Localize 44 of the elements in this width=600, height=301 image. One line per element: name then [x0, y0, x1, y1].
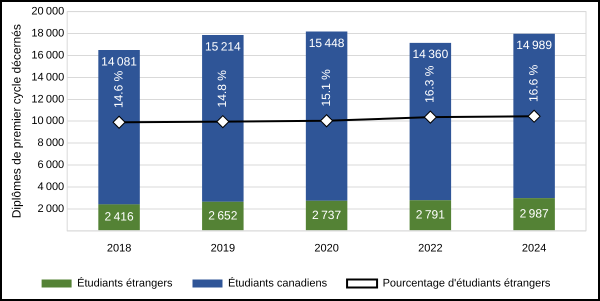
bar	[410, 42, 452, 200]
legend-label: Étudiants étrangers	[77, 276, 173, 290]
data-label: 2 416	[104, 210, 134, 224]
x-tick-label: 2019	[210, 242, 236, 254]
data-label: 16.3 %	[422, 65, 437, 103]
bar	[202, 202, 244, 230]
data-label: 2 737	[312, 208, 342, 222]
bar	[202, 34, 244, 202]
y-tick-label: 18 000	[31, 28, 64, 40]
data-label: 15 448	[308, 36, 345, 50]
data-label: 14 360	[412, 47, 449, 62]
x-tick-label: 2022	[418, 242, 443, 254]
data-label: 16.6 %	[526, 64, 540, 102]
x-tick-label: 2020	[314, 242, 339, 254]
bar	[98, 204, 140, 230]
y-tick-label: 14 000	[31, 71, 64, 84]
data-label: 15.1 %	[318, 68, 333, 107]
y-tick-label: 10 000	[31, 115, 64, 128]
bar	[98, 50, 140, 204]
y-tick-label: 20 000	[31, 6, 64, 18]
y-tick-label: 4 000	[38, 180, 64, 193]
data-label: 2 652	[208, 208, 238, 222]
data-label: 2 987	[520, 206, 549, 220]
data-label: 15 214	[204, 39, 242, 54]
data-label: 14 989	[516, 38, 552, 52]
data-label: 14 081	[101, 54, 138, 68]
y-tick-label: 6 000	[38, 159, 64, 172]
x-tick-label: 2024	[522, 242, 546, 254]
y-tick-label: 16 000	[31, 49, 64, 62]
legend-label: Pourcentage d'étudiants étrangers	[382, 278, 551, 290]
x-tick-label: 2018	[106, 242, 132, 254]
data-label: 14.8 %	[215, 70, 230, 108]
y-axis-title: Diplômes de premier cycle décernés	[10, 24, 24, 218]
bar	[306, 200, 348, 230]
y-tick-label: 8 000	[38, 137, 64, 150]
bar	[306, 31, 348, 201]
y-tick-label: 12 000	[31, 93, 64, 106]
data-label: 14.6 %	[111, 70, 126, 108]
data-label: 2 791	[416, 208, 446, 222]
y-tick-label: 2 000	[38, 202, 64, 215]
bar	[513, 34, 555, 198]
bar	[410, 200, 452, 230]
bar	[513, 198, 555, 230]
legend-label: Étudiants canadiens	[228, 276, 328, 290]
